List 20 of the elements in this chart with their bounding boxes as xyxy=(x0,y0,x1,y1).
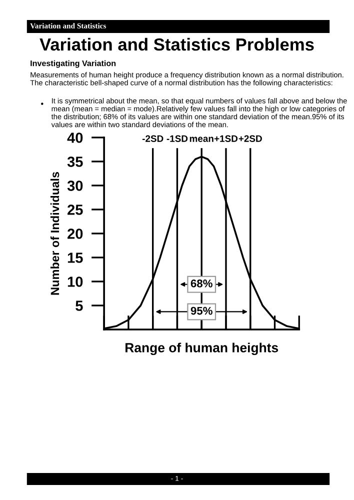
y-tick-label: 10 xyxy=(68,276,83,287)
y-axis-title: Number of Individuals xyxy=(50,172,60,295)
y-tick-label: 25 xyxy=(68,204,83,215)
text: • xyxy=(41,102,44,105)
y-tick-label: 15 xyxy=(68,252,83,263)
y-tick-label: 40 xyxy=(67,132,83,143)
ref-line-label: mean xyxy=(190,136,214,142)
chart-title: Variation and Statistics Problems xyxy=(40,38,314,51)
annotation: 95% xyxy=(190,306,212,315)
ref-line-label: -1SD xyxy=(166,135,188,142)
y-tick-label: 35 xyxy=(67,156,83,167)
annotation: 68% xyxy=(190,279,212,288)
y-tick-label: 30 xyxy=(67,180,83,191)
ref-line-label: +2SD xyxy=(238,135,262,142)
x-axis-title: Range of human heights xyxy=(126,342,278,356)
ref-line-label: +1SD xyxy=(214,135,238,142)
text: Investigating Variation xyxy=(30,60,116,68)
y-tick-label: 20 xyxy=(68,228,83,239)
y-tick-label: 5 xyxy=(76,300,83,311)
ref-line-label: -2SD xyxy=(142,135,164,142)
